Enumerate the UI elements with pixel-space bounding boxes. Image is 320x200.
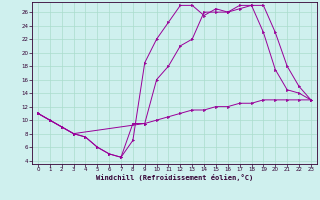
X-axis label: Windchill (Refroidissement éolien,°C): Windchill (Refroidissement éolien,°C) <box>96 174 253 181</box>
